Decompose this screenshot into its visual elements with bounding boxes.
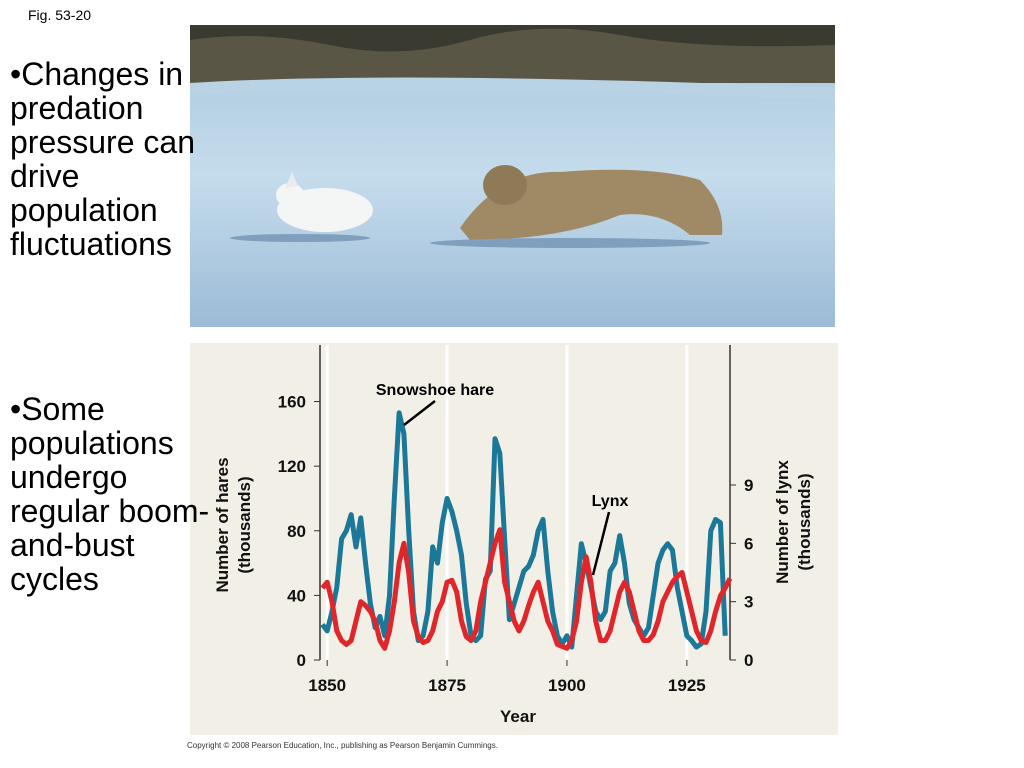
- annotation-leader: [591, 511, 611, 576]
- x-tick-label: 1850: [308, 676, 346, 695]
- x-tick-label: 1925: [668, 676, 706, 695]
- y-tick-label: 0: [297, 651, 306, 670]
- y-tick-label: 160: [278, 393, 306, 412]
- y-tick-label: 120: [278, 457, 306, 476]
- y2-tick-label: 9: [744, 476, 753, 495]
- y2-axis-label: Number of lynx: [773, 460, 792, 584]
- x-tick-label: 1875: [428, 676, 466, 695]
- annotation: Snowshoe hare: [376, 382, 494, 399]
- x-tick-label: 1900: [548, 676, 586, 695]
- y2-tick-label: 3: [744, 593, 753, 612]
- bullet: •Some populations undergo regular boom-a…: [10, 391, 210, 597]
- line-series: [320, 410, 728, 650]
- photo: [190, 25, 835, 327]
- y-tick-label: 40: [287, 586, 306, 605]
- line-series: [320, 527, 733, 651]
- annotation-leader: [403, 400, 436, 426]
- y-axis-label: Number of hares: [213, 457, 232, 592]
- y2-tick-label: 0: [744, 651, 753, 670]
- y-axis-label: (thousands): [235, 476, 254, 573]
- fig-label: Fig. 53-20: [28, 7, 92, 23]
- copyright: Copyright © 2008 Pearson Education, Inc.…: [187, 741, 498, 750]
- annotation: Lynx: [592, 493, 629, 510]
- y2-axis-label: (thousands): [795, 473, 814, 570]
- y2-tick-label: 6: [744, 534, 753, 553]
- x-axis-label: Year: [500, 707, 536, 726]
- y-tick-label: 80: [287, 522, 306, 541]
- bullet: •Changes in predation pressure can drive…: [10, 56, 195, 262]
